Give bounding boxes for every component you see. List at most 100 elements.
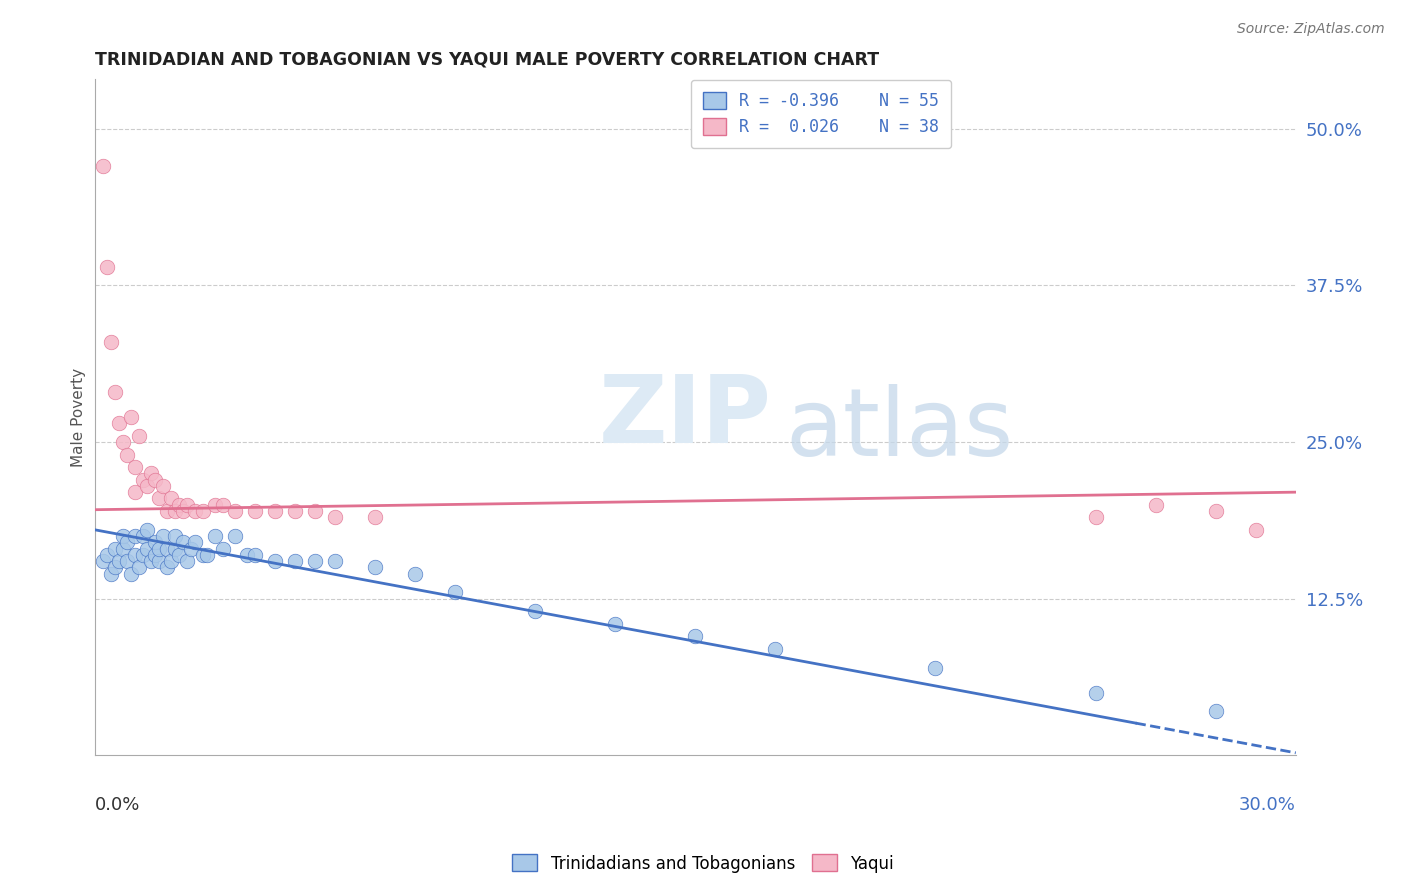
Point [111, 435, 134, 450]
Point [404, 566, 426, 581]
Point [524, 604, 547, 618]
Point [148, 541, 170, 556]
Point [1084, 686, 1107, 700]
Point [683, 629, 706, 643]
Point [204, 529, 226, 543]
Point [172, 535, 194, 549]
Point [224, 529, 246, 543]
Point [143, 548, 166, 562]
Point [284, 554, 307, 568]
Point [163, 529, 186, 543]
Point [143, 535, 166, 549]
Point [135, 541, 157, 556]
Point [364, 560, 387, 574]
Point [124, 460, 146, 475]
Point [96, 260, 118, 274]
Text: 30.0%: 30.0% [1239, 796, 1296, 814]
Point [323, 510, 346, 524]
Point [104, 560, 127, 574]
Text: Source: ZipAtlas.com: Source: ZipAtlas.com [1237, 22, 1385, 37]
Y-axis label: Male Poverty: Male Poverty [72, 368, 86, 467]
Point [1205, 504, 1227, 518]
Point [139, 554, 162, 568]
Point [100, 566, 122, 581]
Text: atlas: atlas [786, 384, 1014, 476]
Point [191, 548, 214, 562]
Point [135, 523, 157, 537]
Point [195, 548, 218, 562]
Point [152, 529, 174, 543]
Point [167, 498, 190, 512]
Point [183, 535, 205, 549]
Point [1144, 498, 1167, 512]
Point [120, 409, 142, 424]
Point [91, 159, 114, 173]
Point [139, 467, 162, 481]
Point [176, 498, 198, 512]
Point [152, 479, 174, 493]
Point [364, 510, 387, 524]
Text: TRINIDADIAN AND TOBAGONIAN VS YAQUI MALE POVERTY CORRELATION CHART: TRINIDADIAN AND TOBAGONIAN VS YAQUI MALE… [94, 51, 879, 69]
Point [603, 616, 626, 631]
Point [115, 554, 138, 568]
Point [115, 448, 138, 462]
Point [128, 429, 150, 443]
Point [131, 548, 153, 562]
Point [1244, 523, 1267, 537]
Point [100, 334, 122, 349]
Point [96, 548, 118, 562]
Point [204, 498, 226, 512]
Point [120, 566, 142, 581]
Point [924, 660, 946, 674]
Point [323, 554, 346, 568]
Point [104, 384, 127, 399]
Point [304, 504, 326, 518]
Point [263, 504, 285, 518]
Point [243, 548, 266, 562]
Point [124, 485, 146, 500]
Point [91, 554, 114, 568]
Point [176, 554, 198, 568]
Point [163, 541, 186, 556]
Point [159, 554, 181, 568]
Point [172, 504, 194, 518]
Legend: Trinidadians and Tobagonians, Yaqui: Trinidadians and Tobagonians, Yaqui [506, 847, 900, 880]
Point [156, 560, 179, 574]
Point [235, 548, 257, 562]
Point [1205, 705, 1227, 719]
Point [124, 548, 146, 562]
Point [304, 554, 326, 568]
Point [224, 504, 246, 518]
Point [111, 529, 134, 543]
Point [156, 504, 179, 518]
Point [131, 473, 153, 487]
Point [763, 641, 786, 656]
Point [148, 491, 170, 506]
Point [148, 554, 170, 568]
Point [163, 504, 186, 518]
Point [167, 548, 190, 562]
Point [156, 541, 179, 556]
Point [124, 529, 146, 543]
Point [115, 535, 138, 549]
Point [135, 479, 157, 493]
Text: 0.0%: 0.0% [94, 796, 141, 814]
Point [104, 541, 127, 556]
Point [107, 554, 129, 568]
Point [243, 504, 266, 518]
Point [211, 541, 233, 556]
Point [444, 585, 467, 599]
Legend: R = -0.396    N = 55, R =  0.026    N = 38: R = -0.396 N = 55, R = 0.026 N = 38 [692, 80, 950, 148]
Point [111, 541, 134, 556]
Point [263, 554, 285, 568]
Point [284, 504, 307, 518]
Point [107, 416, 129, 430]
Point [143, 473, 166, 487]
Point [131, 529, 153, 543]
Point [183, 504, 205, 518]
Point [191, 504, 214, 518]
Point [159, 491, 181, 506]
Point [211, 498, 233, 512]
Point [128, 560, 150, 574]
Text: ZIP: ZIP [599, 371, 772, 463]
